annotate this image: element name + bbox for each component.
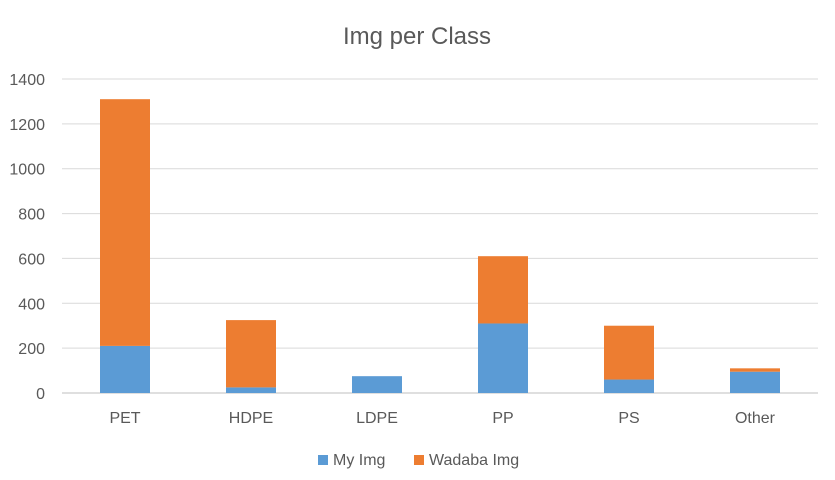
y-tick-label: 1000	[9, 162, 45, 179]
y-tick-label: 0	[36, 386, 45, 403]
y-axis-ticks: 0 200 400 600 800 1000 1200 1400	[9, 72, 45, 403]
x-tick-label: PET	[109, 410, 140, 427]
x-tick-label: HDPE	[229, 410, 273, 427]
x-tick-label: PP	[492, 410, 513, 427]
bar-wadaba-img-ps	[604, 325, 654, 380]
y-tick-label: 1400	[9, 72, 45, 89]
bar-wadaba-img-other	[730, 368, 780, 372]
y-tick-label: 200	[18, 341, 45, 358]
bar-wadaba-img-hdpe	[226, 320, 276, 388]
legend-label: My Img	[333, 452, 385, 469]
bar-my-img-hdpe	[226, 387, 276, 393]
bar-my-img-pp	[478, 323, 528, 393]
x-tick-label: PS	[618, 410, 639, 427]
x-tick-label: Other	[735, 410, 776, 427]
legend-label: Wadaba Img	[429, 452, 519, 469]
y-tick-label: 800	[18, 207, 45, 224]
legend-swatch	[414, 455, 424, 465]
bar-wadaba-img-pp	[478, 256, 528, 324]
bar-my-img-ps	[604, 379, 654, 393]
bars	[100, 99, 780, 393]
bar-my-img-other	[730, 371, 780, 393]
gridlines	[62, 78, 818, 394]
x-tick-label: LDPE	[356, 410, 398, 427]
legend-swatch	[318, 455, 328, 465]
chart-title: Img per Class	[343, 23, 491, 50]
y-tick-label: 1200	[9, 117, 45, 134]
y-tick-label: 400	[18, 296, 45, 313]
y-tick-label: 600	[18, 251, 45, 268]
legend: My Img Wadaba Img	[318, 452, 519, 469]
bar-my-img-ldpe	[352, 376, 402, 393]
bar-wadaba-img-pet	[100, 99, 150, 346]
bar-my-img-pet	[100, 345, 150, 393]
x-axis-ticks: PET HDPE LDPE PP PS Other	[109, 410, 775, 427]
